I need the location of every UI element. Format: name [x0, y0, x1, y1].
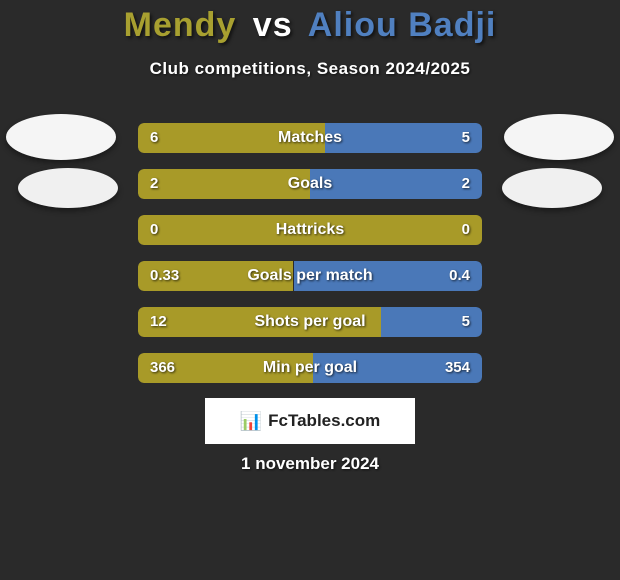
snapshot-date: 1 november 2024	[0, 454, 620, 474]
stat-row: 125Shots per goal	[138, 307, 482, 337]
player1-avatar-placeholder	[6, 114, 116, 160]
stats-bars-container: 65Matches22Goals00Hattricks0.330.4Goals …	[138, 123, 482, 399]
stat-row: 22Goals	[138, 169, 482, 199]
stat-value-left: 366	[138, 353, 187, 383]
stat-value-left: 0.33	[138, 261, 191, 291]
player2-name: Aliou Badji	[308, 6, 497, 44]
player1-name: Mendy	[124, 6, 237, 44]
stat-value-left: 12	[138, 307, 179, 337]
stat-value-right: 5	[450, 307, 482, 337]
stat-row: 65Matches	[138, 123, 482, 153]
stat-value-right: 0.4	[437, 261, 482, 291]
stat-value-left: 0	[138, 215, 170, 245]
stat-value-left: 6	[138, 123, 170, 153]
stat-value-right: 354	[433, 353, 482, 383]
vs-label: vs	[253, 6, 293, 44]
stat-value-right: 2	[450, 169, 482, 199]
site-logo[interactable]: 📊 FcTables.com	[205, 398, 415, 444]
stat-value-right: 0	[450, 215, 482, 245]
stat-value-right: 5	[450, 123, 482, 153]
page-title: Mendy vs Aliou Badji	[0, 0, 620, 45]
stat-value-left: 2	[138, 169, 170, 199]
stat-row: 366354Min per goal	[138, 353, 482, 383]
player2-avatar-placeholder-2	[502, 168, 602, 208]
stat-bar-left	[138, 215, 482, 245]
site-logo-text: FcTables.com	[268, 411, 380, 431]
player1-avatar-placeholder-2	[18, 168, 118, 208]
subtitle: Club competitions, Season 2024/2025	[0, 59, 620, 79]
stat-row: 0.330.4Goals per match	[138, 261, 482, 291]
chart-icon: 📊	[240, 411, 262, 432]
stat-row: 00Hattricks	[138, 215, 482, 245]
player2-avatar-placeholder	[504, 114, 614, 160]
